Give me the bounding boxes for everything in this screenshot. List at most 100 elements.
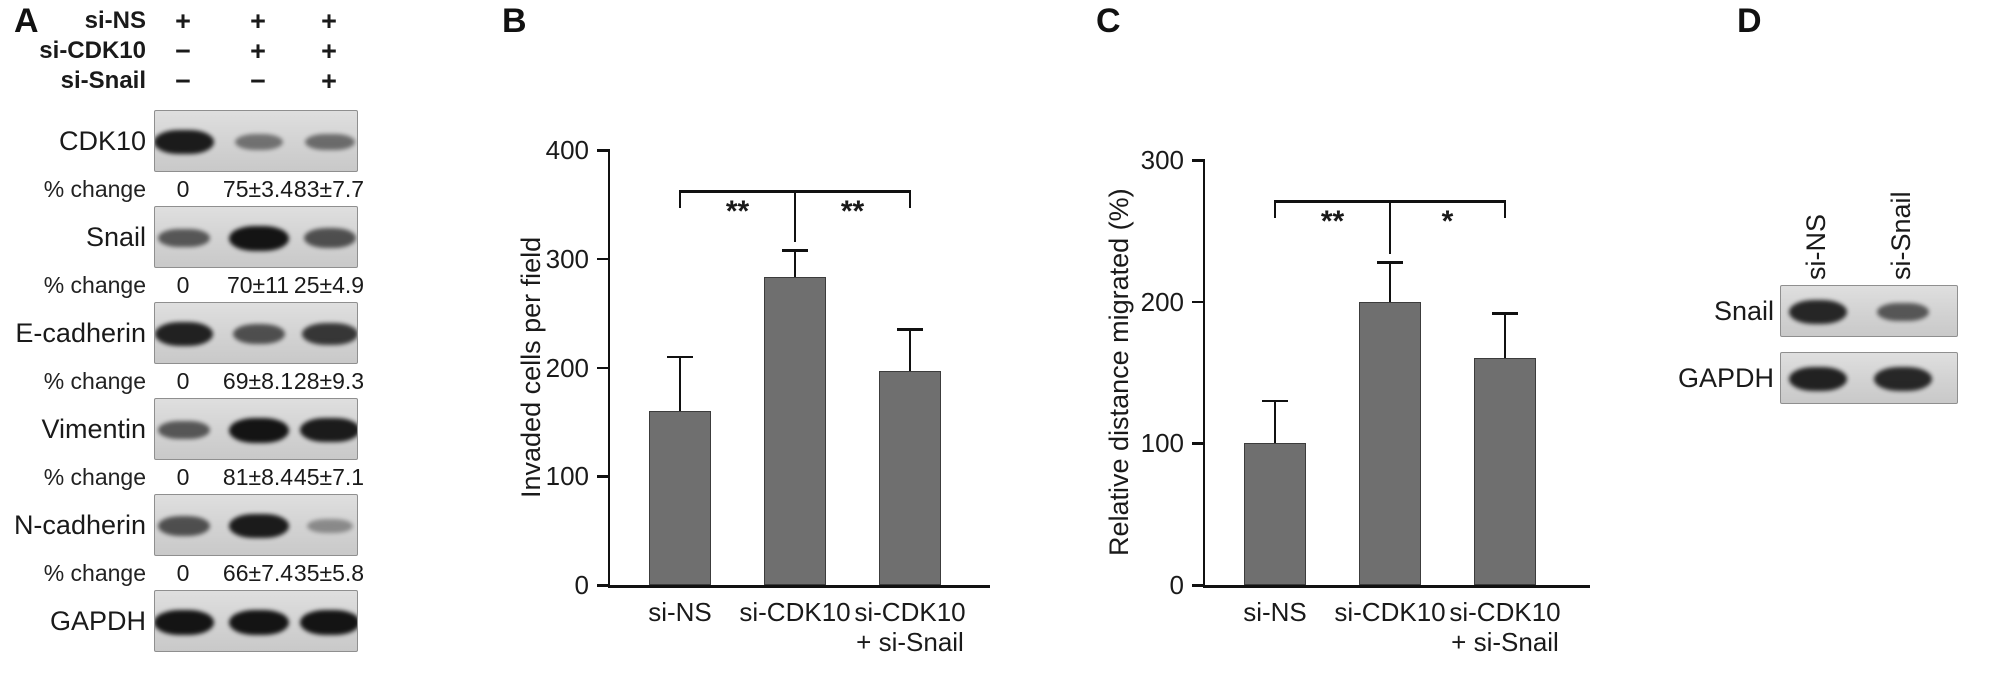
pct-change-value: 28±9.3 bbox=[293, 368, 365, 394]
blot-label-snail: Snail bbox=[85, 222, 146, 252]
y-tick-mark bbox=[1192, 584, 1203, 587]
error-bar-cap bbox=[1377, 261, 1403, 264]
y-tick-mark bbox=[597, 149, 608, 152]
y-tick-label: 300 bbox=[545, 243, 589, 274]
protein-band bbox=[1874, 367, 1932, 391]
significance-bracket-center-drop bbox=[793, 190, 797, 243]
protein-band bbox=[307, 519, 353, 533]
panel-c-migration-chart: C 0 100 200 300 Relative distance migrated (… bbox=[1090, 0, 1640, 679]
error-bar-cap bbox=[1262, 399, 1288, 403]
protein-band bbox=[1789, 300, 1847, 324]
y-axis-title: Relative distance migrated (%) bbox=[1104, 188, 1134, 557]
protein-band bbox=[234, 134, 284, 150]
protein-band bbox=[229, 513, 289, 539]
blot-label-e-cadherin: E-cadherin bbox=[15, 318, 146, 348]
blot-label-n-cadherin: N-cadherin bbox=[13, 510, 146, 540]
error-bar-cap bbox=[667, 355, 693, 359]
x-category-label: si-CDK10 bbox=[739, 597, 851, 627]
protein-band bbox=[229, 609, 289, 635]
y-tick-label: 0 bbox=[1169, 570, 1184, 600]
protein-band bbox=[229, 225, 289, 251]
y-tick-label: 200 bbox=[545, 352, 589, 383]
protein-band bbox=[303, 228, 357, 248]
bar-si-cdk10 bbox=[764, 277, 826, 585]
x-category-label: si-NS bbox=[648, 597, 712, 627]
panel-d-western-blots: D si-NS si-Snail Snail GAPDH bbox=[1640, 0, 2008, 679]
significance-bracket-end bbox=[1503, 200, 1507, 218]
protein-band bbox=[302, 323, 357, 345]
significance-bracket-end bbox=[1273, 200, 1277, 218]
protein-band bbox=[158, 420, 210, 440]
pct-change-label: % change bbox=[43, 560, 146, 586]
x-category-label: si-CDK10 bbox=[1449, 597, 1561, 627]
blot-gapdh bbox=[1780, 352, 1958, 404]
x-category-label: si-CDK10 bbox=[1334, 597, 1446, 627]
lane-condition-label: si-Snail bbox=[60, 67, 146, 94]
protein-band bbox=[158, 228, 210, 248]
significance-label: ** bbox=[1320, 205, 1345, 238]
bar-si-cdk10 bbox=[1359, 301, 1421, 585]
pct-change-label: % change bbox=[43, 464, 146, 490]
pct-change-value: 81±8.4 bbox=[222, 464, 294, 490]
y-tick-mark bbox=[1192, 442, 1203, 445]
blot-label-cdk10: CDK10 bbox=[58, 126, 146, 156]
panel-b-invasion-chart: B 0 100 200 300 400 Invaded cells per field si… bbox=[480, 0, 1090, 679]
pct-change-value: 66±7.4 bbox=[222, 560, 294, 586]
bar-si-cdk10-+-si-snail bbox=[1474, 358, 1536, 585]
significance-label: ** bbox=[725, 195, 750, 228]
error-bar-stem bbox=[1503, 313, 1507, 359]
x-category-label: si-CDK10 bbox=[854, 597, 966, 627]
x-category-label: + si-Snail bbox=[856, 627, 964, 657]
pct-change-value: 75±3.4 bbox=[222, 176, 294, 202]
blot-label-vimentin: Vimentin bbox=[41, 414, 146, 444]
error-bar-stem bbox=[1388, 262, 1392, 302]
panel-label-b: B bbox=[502, 2, 527, 40]
blot-snail bbox=[154, 206, 358, 268]
pct-change-value: 69±8.1 bbox=[222, 368, 294, 394]
blot-label-gapdh: GAPDH bbox=[49, 606, 146, 636]
protein-band bbox=[1877, 302, 1929, 322]
panel-label-d: D bbox=[1737, 2, 1762, 40]
protein-band bbox=[1788, 367, 1848, 391]
pct-change-value: 45±7.1 bbox=[293, 464, 365, 490]
pct-change-value: 0 bbox=[176, 368, 190, 394]
x-category-label: si-NS bbox=[1243, 597, 1307, 627]
pct-change-value: 0 bbox=[176, 272, 190, 298]
condition-sign: − bbox=[250, 66, 266, 96]
significance-bracket-end bbox=[678, 190, 682, 208]
condition-sign: − bbox=[175, 66, 191, 96]
blot-label-gapdh: GAPDH bbox=[1677, 363, 1774, 393]
lane-condition-label: si-CDK10 bbox=[39, 37, 146, 64]
bar-si-cdk10-+-si-snail bbox=[879, 370, 941, 585]
x-category-label: + si-Snail bbox=[1451, 627, 1559, 657]
y-tick-label: 100 bbox=[1140, 428, 1184, 459]
protein-band bbox=[229, 417, 289, 443]
panel-a-western-blots: A si-NS + + + si-CDK10− + + si-Snail − − + CDK10% c… bbox=[0, 0, 480, 679]
pct-change-value: 0 bbox=[176, 464, 190, 490]
condition-sign: + bbox=[321, 6, 337, 36]
y-tick-label: 0 bbox=[574, 570, 589, 600]
blot-e-cadherin bbox=[154, 302, 358, 364]
protein-band bbox=[300, 609, 357, 635]
significance-bracket-end bbox=[908, 190, 912, 208]
y-tick-mark bbox=[597, 584, 608, 587]
protein-band bbox=[155, 129, 214, 155]
protein-band bbox=[305, 133, 355, 151]
error-bar-stem bbox=[1273, 400, 1277, 444]
condition-sign: + bbox=[175, 6, 191, 36]
significance-label: * bbox=[1441, 205, 1454, 238]
x-axis-line bbox=[607, 585, 990, 588]
pct-change-label: % change bbox=[43, 368, 146, 394]
error-bar-stem bbox=[678, 356, 682, 411]
protein-band bbox=[157, 516, 211, 536]
pct-change-value: 35±5.8 bbox=[293, 560, 365, 586]
error-bar-stem bbox=[793, 250, 797, 278]
y-tick-label: 300 bbox=[1140, 145, 1184, 175]
pct-change-label: % change bbox=[43, 272, 146, 298]
protein-band bbox=[300, 417, 357, 443]
panel-label-a: A bbox=[14, 2, 39, 40]
error-bar-cap bbox=[782, 249, 808, 252]
pct-change-value: 25±4.9 bbox=[293, 272, 365, 298]
condition-sign: + bbox=[321, 66, 337, 96]
